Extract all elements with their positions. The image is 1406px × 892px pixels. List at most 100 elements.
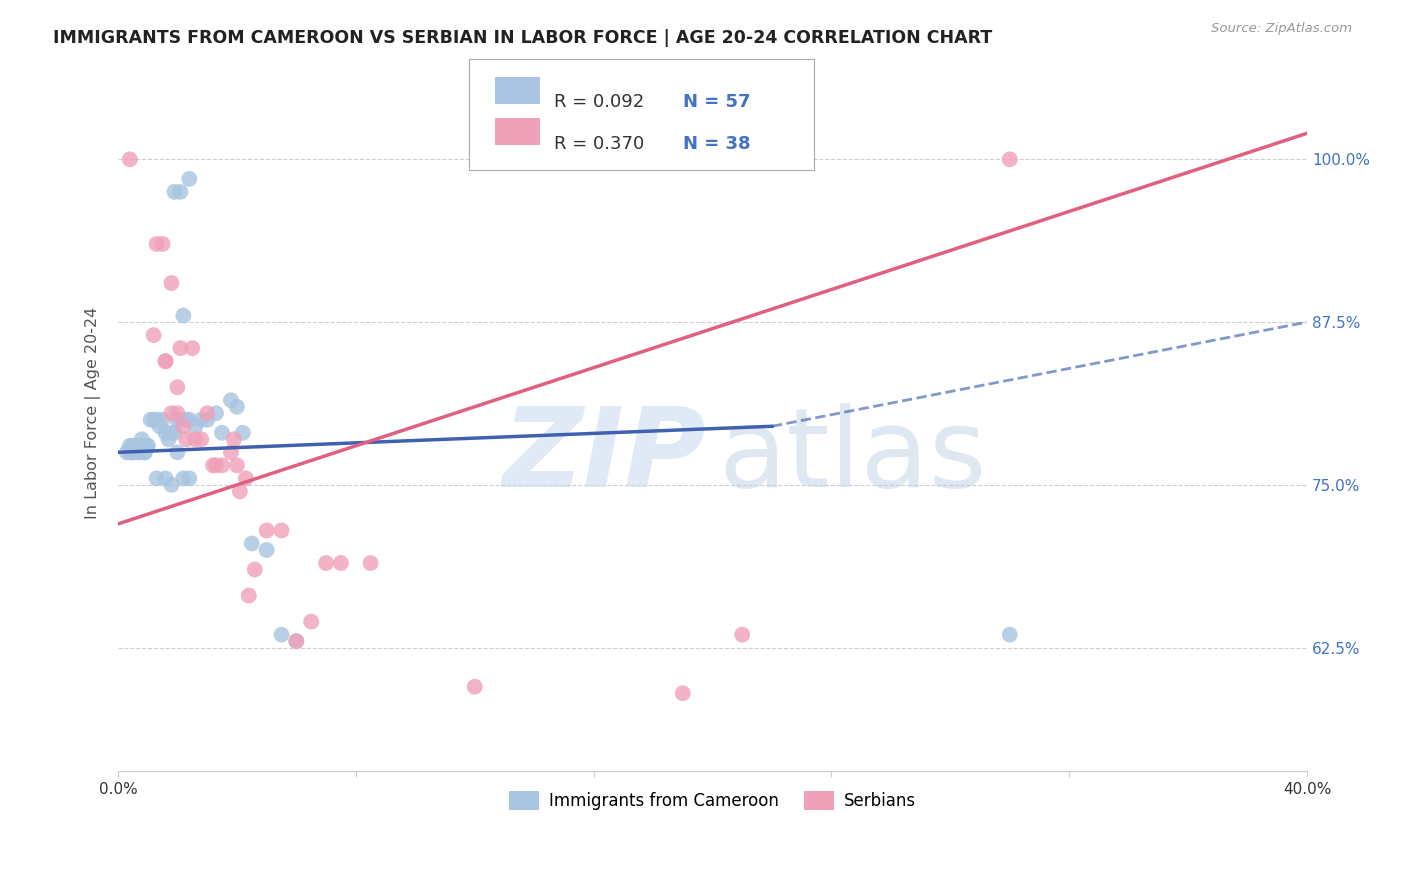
Point <box>136 439 159 453</box>
Point <box>464 680 486 694</box>
Point <box>155 425 177 440</box>
Point <box>179 413 201 427</box>
Point <box>195 406 218 420</box>
Point <box>179 471 201 485</box>
Point <box>285 634 308 648</box>
Point <box>184 432 207 446</box>
Point <box>211 425 233 440</box>
Point <box>270 627 292 641</box>
Point <box>229 484 252 499</box>
Point <box>211 458 233 473</box>
Point <box>360 556 382 570</box>
Point <box>115 445 138 459</box>
Point <box>998 153 1021 167</box>
Text: Source: ZipAtlas.com: Source: ZipAtlas.com <box>1212 22 1353 36</box>
Y-axis label: In Labor Force | Age 20-24: In Labor Force | Age 20-24 <box>86 307 101 519</box>
Point <box>166 380 188 394</box>
Point <box>169 185 191 199</box>
Point <box>202 458 225 473</box>
Point <box>169 341 191 355</box>
Point <box>152 237 174 252</box>
Point <box>160 406 183 420</box>
FancyBboxPatch shape <box>468 59 814 169</box>
Point <box>232 425 254 440</box>
Point <box>118 445 141 459</box>
Point <box>270 524 292 538</box>
Point <box>136 439 159 453</box>
Point <box>256 543 278 558</box>
Text: N = 38: N = 38 <box>683 135 751 153</box>
Point <box>152 413 174 427</box>
Point <box>238 589 260 603</box>
FancyBboxPatch shape <box>495 118 540 145</box>
Point <box>145 471 167 485</box>
Point <box>672 153 695 167</box>
Point <box>125 439 148 453</box>
Point <box>315 556 337 570</box>
Point <box>155 471 177 485</box>
Point <box>166 445 188 459</box>
Point <box>225 400 247 414</box>
Point <box>219 393 242 408</box>
Point <box>149 419 172 434</box>
Point <box>134 445 156 459</box>
Point <box>157 432 180 446</box>
Point <box>172 471 194 485</box>
Point <box>998 627 1021 641</box>
Point <box>731 627 754 641</box>
Point <box>225 458 247 473</box>
Legend: Immigrants from Cameroon, Serbians: Immigrants from Cameroon, Serbians <box>502 785 922 817</box>
Point <box>195 413 218 427</box>
Point <box>131 439 153 453</box>
Point <box>155 354 177 368</box>
Point <box>145 413 167 427</box>
Point <box>142 413 165 427</box>
Point <box>131 432 153 446</box>
Point <box>205 406 228 420</box>
Text: IMMIGRANTS FROM CAMEROON VS SERBIAN IN LABOR FORCE | AGE 20-24 CORRELATION CHART: IMMIGRANTS FROM CAMEROON VS SERBIAN IN L… <box>53 29 993 46</box>
Point <box>240 536 263 550</box>
Point <box>299 615 322 629</box>
Point <box>190 432 212 446</box>
Point <box>329 556 352 570</box>
Text: ZIP: ZIP <box>503 402 707 509</box>
Point <box>235 471 257 485</box>
Text: atlas: atlas <box>718 402 987 509</box>
Point <box>256 524 278 538</box>
Point <box>176 432 198 446</box>
Point <box>176 413 198 427</box>
Point <box>118 153 141 167</box>
Point <box>118 439 141 453</box>
Point <box>125 439 148 453</box>
Point <box>121 445 143 459</box>
Point <box>686 153 709 167</box>
Point <box>166 406 188 420</box>
Text: R = 0.370: R = 0.370 <box>554 135 644 153</box>
Point <box>219 445 242 459</box>
Point <box>160 478 183 492</box>
Point <box>190 413 212 427</box>
FancyBboxPatch shape <box>495 77 540 103</box>
Point <box>672 686 695 700</box>
Point <box>134 445 156 459</box>
Point <box>761 153 783 167</box>
Point <box>163 425 186 440</box>
Point <box>121 445 143 459</box>
Point <box>160 276 183 290</box>
Point <box>184 419 207 434</box>
Point <box>205 458 228 473</box>
Point <box>155 354 177 368</box>
Point <box>145 237 167 252</box>
Point <box>222 432 245 446</box>
Point <box>139 413 162 427</box>
Point <box>142 328 165 343</box>
Point <box>172 309 194 323</box>
Point <box>121 439 143 453</box>
Point <box>134 439 156 453</box>
Text: R = 0.092: R = 0.092 <box>554 94 644 112</box>
Point <box>166 413 188 427</box>
Point <box>163 185 186 199</box>
Point <box>179 172 201 186</box>
Point <box>169 413 191 427</box>
Text: N = 57: N = 57 <box>683 94 751 112</box>
